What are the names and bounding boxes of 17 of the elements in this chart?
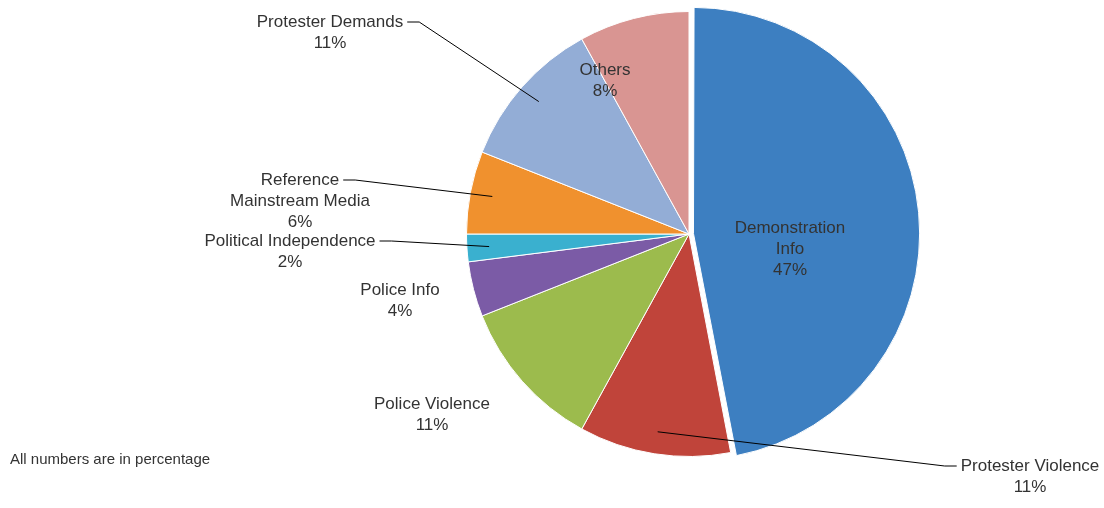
slice-label: Demonstration Info bbox=[734, 217, 846, 258]
data-label: 11% bbox=[313, 32, 347, 52]
text: All numbers are in percentage bbox=[10, 450, 211, 468]
slice-label: Others bbox=[579, 59, 631, 79]
slice-label: Protester Demands bbox=[256, 11, 404, 31]
data-label: 11% bbox=[1013, 476, 1047, 496]
slice-label: Police Info bbox=[360, 279, 440, 299]
slice-label: Protester Violence bbox=[960, 455, 1100, 475]
data-label: 8% bbox=[592, 80, 618, 100]
slice-label: Reference Mainstream Media bbox=[230, 169, 371, 210]
slice-label: Political Independence bbox=[204, 230, 376, 250]
data-label: 4% bbox=[387, 300, 413, 320]
data-label: 47% bbox=[772, 259, 808, 279]
data-label: 2% bbox=[277, 251, 303, 271]
slice-label: Police Violence bbox=[374, 393, 490, 413]
data-label: 6% bbox=[287, 211, 313, 231]
data-label: 11% bbox=[415, 414, 449, 434]
